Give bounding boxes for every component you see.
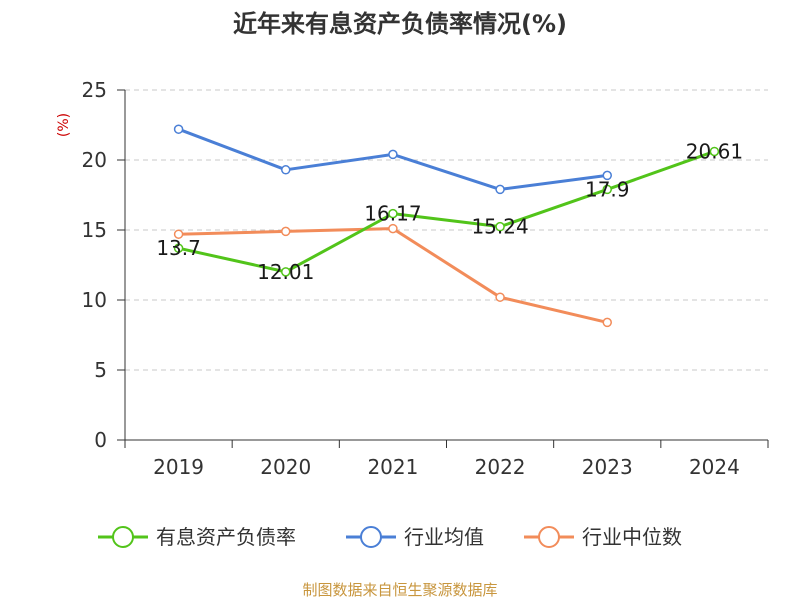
grid-lines: [125, 89, 768, 371]
legend-item-0[interactable]: 有息资产负债率: [98, 525, 296, 549]
source-note: 制图数据来自恒生聚源数据库: [302, 581, 497, 599]
data-label: 13.7: [156, 236, 201, 260]
data-point-0[interactable]: [495, 221, 505, 232]
y-tick-label: 10: [82, 288, 107, 312]
series-line-0: [177, 149, 716, 274]
data-label: 16.17: [364, 202, 421, 226]
data-point-1[interactable]: [281, 165, 291, 175]
data-point-0[interactable]: [173, 243, 184, 253]
legend-item-1[interactable]: 行业均值: [346, 525, 484, 549]
x-tick-label: 2022: [475, 455, 526, 479]
x-tick-labels: 2019 2020 2021 2022 2023 2024: [153, 455, 740, 479]
x-tick-label: 2021: [367, 455, 418, 479]
x-tick-label: 2023: [582, 455, 633, 479]
series-line-2: [177, 227, 609, 324]
series-points: [173, 124, 720, 328]
data-label: 20.61: [686, 139, 743, 163]
y-tick-label: 5: [94, 358, 107, 382]
axes: [117, 89, 769, 448]
data-point-2[interactable]: [388, 223, 398, 234]
legend[interactable]: 有息资产负债率 行业均值 行业中位数: [98, 525, 682, 549]
data-point-1[interactable]: [602, 170, 612, 181]
data-point-2[interactable]: [495, 292, 505, 302]
data-point-0[interactable]: [709, 146, 720, 157]
x-tick-label: 2020: [260, 455, 311, 479]
data-point-2[interactable]: [173, 229, 184, 239]
data-point-1[interactable]: [388, 149, 398, 160]
y-tick-label: 0: [94, 428, 107, 452]
data-point-1[interactable]: [495, 184, 505, 195]
data-label: 15.24: [471, 215, 528, 239]
y-tick-labels: 0 5 10 15 20 25: [82, 78, 107, 452]
x-tick-label: 2024: [689, 455, 740, 479]
y-tick-label: 15: [82, 218, 107, 242]
data-point-0[interactable]: [388, 208, 398, 219]
data-point-0[interactable]: [602, 184, 612, 195]
data-labels: 13.7 12.01 16.17 15.24 17.9 20.61: [156, 139, 743, 283]
data-label: 17.9: [585, 177, 630, 201]
data-point-2[interactable]: [602, 317, 612, 328]
legend-label: 行业中位数: [582, 525, 682, 549]
data-label: 12.01: [257, 260, 314, 284]
legend-swatch-circle: [538, 526, 560, 548]
y-tick-label: 20: [82, 148, 107, 172]
x-tick-label: 2019: [153, 455, 204, 479]
y-tick-label: 25: [82, 78, 107, 102]
legend-label: 行业均值: [404, 525, 484, 549]
data-point-0[interactable]: [281, 267, 291, 277]
series-lines: [177, 127, 716, 324]
legend-label: 有息资产负债率: [156, 525, 296, 549]
data-point-1[interactable]: [173, 124, 184, 134]
chart-title: 近年来有息资产负债率情况(%): [233, 10, 567, 38]
legend-item-2[interactable]: 行业中位数: [524, 525, 682, 549]
y-axis-label: (%): [56, 113, 72, 137]
legend-swatch-circle: [360, 526, 382, 548]
data-point-2[interactable]: [281, 226, 291, 237]
legend-swatch-circle: [112, 526, 134, 548]
series-line-1: [177, 127, 609, 191]
